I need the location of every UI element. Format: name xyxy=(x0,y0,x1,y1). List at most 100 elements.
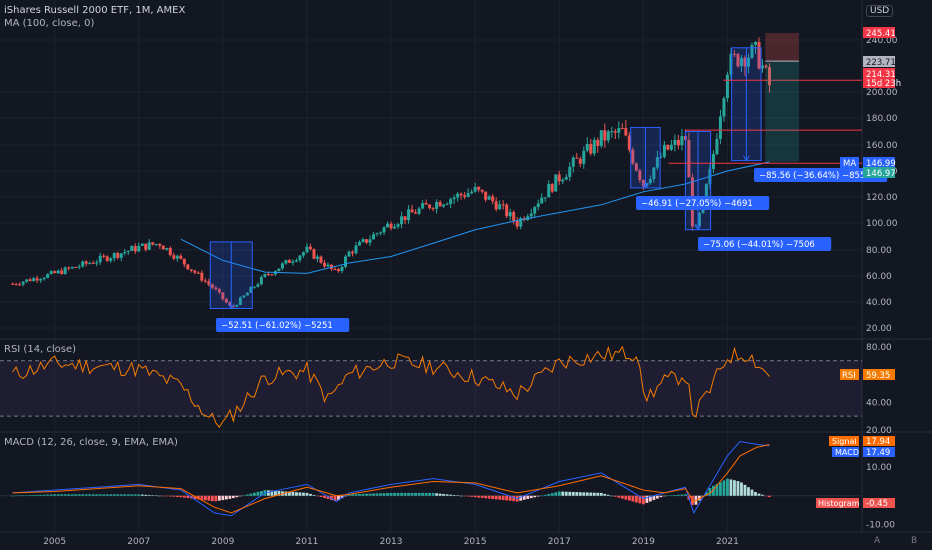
candle-body xyxy=(196,272,200,274)
candle-body xyxy=(764,65,768,68)
candle-body xyxy=(431,208,435,210)
macd-histogram-bar xyxy=(540,495,544,497)
candle-body xyxy=(725,74,729,99)
currency-button[interactable]: USD xyxy=(866,5,894,17)
candle-body xyxy=(365,239,369,243)
macd-histogram-bar xyxy=(354,494,358,496)
candle-body xyxy=(224,299,228,303)
macd-histogram-bar xyxy=(554,492,558,496)
candle-body xyxy=(655,157,659,168)
macd-histogram-bar xyxy=(747,487,750,496)
candle-body xyxy=(172,255,176,259)
ma-tag xyxy=(840,157,859,168)
candle-body xyxy=(361,239,365,242)
candle-body xyxy=(473,186,477,192)
rsi-panel-label[interactable]: RSI (14, close) xyxy=(4,344,77,355)
macd-panel-label[interactable]: MACD (12, 26, close, 9, EMA, EMA) xyxy=(4,437,178,448)
macd-histogram-bar xyxy=(358,493,361,496)
time-axis-tick: 2017 xyxy=(548,537,571,547)
candle-body xyxy=(585,143,589,151)
candle-body xyxy=(428,204,432,209)
candle-body xyxy=(638,170,642,181)
macd-histogram-bar xyxy=(662,495,666,497)
log-scale-button[interactable]: B xyxy=(911,536,918,546)
macd-histogram-bar xyxy=(582,492,586,496)
macd-histogram-bar xyxy=(95,494,99,496)
candle-body xyxy=(470,191,474,194)
macd-histogram-bar xyxy=(67,494,71,496)
macd-histogram-bar xyxy=(256,491,260,496)
macd-histogram-bar xyxy=(449,494,453,496)
macd-histogram-bar xyxy=(393,492,396,496)
macd-histogram-bar xyxy=(421,492,424,496)
macd-histogram-bar xyxy=(512,495,516,502)
candle-body xyxy=(407,209,411,221)
candle-body xyxy=(249,287,253,293)
macd-histogram-bar xyxy=(260,490,263,496)
candle-body xyxy=(631,149,635,164)
candle-body xyxy=(18,284,22,286)
macd-histogram-bar xyxy=(754,491,757,496)
macd-histogram-bar xyxy=(133,494,137,496)
measurement-label-bg xyxy=(636,196,770,210)
candle-body xyxy=(603,130,607,141)
price-axis-tick: 80.00 xyxy=(866,246,892,256)
macd-histogram-bar xyxy=(526,495,530,499)
macd-histogram-bar xyxy=(140,494,144,496)
macd-histogram-bar xyxy=(330,495,333,501)
price-axis-tick: 100.00 xyxy=(866,219,898,229)
candle-body xyxy=(11,283,15,285)
candle-body xyxy=(39,279,43,281)
candle-body xyxy=(491,196,495,202)
macd-histogram-bar xyxy=(196,495,200,500)
macd-histogram-bar xyxy=(274,490,277,496)
candle-body xyxy=(347,251,351,257)
candle-body xyxy=(151,242,155,245)
macd-histogram-bar xyxy=(126,494,130,496)
candle-body xyxy=(242,295,246,298)
symbol-title[interactable]: iShares Russell 2000 ETF, 1M, AMEX xyxy=(4,5,186,16)
macd-histogram-bar xyxy=(112,494,116,496)
macd-histogram-bar xyxy=(200,495,204,500)
macd-histogram-bar xyxy=(599,492,603,496)
candle-body xyxy=(540,197,544,204)
macd-histogram-bar xyxy=(442,493,446,496)
macd-histogram-bar xyxy=(729,479,733,496)
candle-body xyxy=(60,270,64,275)
macd-histogram-bar xyxy=(592,492,596,496)
candle-body xyxy=(287,260,291,263)
candle-body xyxy=(368,239,372,243)
candle-body xyxy=(182,258,186,265)
macd-histogram-bar xyxy=(470,495,474,497)
macd-histogram-bar xyxy=(217,495,221,501)
price-badge xyxy=(863,68,895,79)
time-axis-tick: 2019 xyxy=(632,537,655,547)
candle-body xyxy=(557,174,561,182)
candle-body xyxy=(463,195,467,197)
auto-scale-button[interactable]: A xyxy=(874,536,881,546)
candle-body xyxy=(662,144,666,157)
macd-histogram-bar xyxy=(210,495,214,502)
candle-body xyxy=(354,245,358,254)
position-target-zone xyxy=(765,61,799,162)
macd-histogram-bar xyxy=(18,495,22,497)
ma-indicator-label[interactable]: MA (100, close, 0) xyxy=(4,18,95,29)
candle-body xyxy=(554,174,558,192)
candle-body xyxy=(452,197,456,200)
candle-body xyxy=(102,255,106,257)
macd-histogram-bar xyxy=(242,495,246,496)
candle-body xyxy=(561,179,565,182)
macd-histogram-bar xyxy=(627,495,631,501)
macd-histogram-bar xyxy=(659,495,663,498)
macd-histogram-bar xyxy=(641,495,645,505)
macd-histogram-bar xyxy=(708,488,712,496)
candle-body xyxy=(477,186,481,190)
measurement-label-bg xyxy=(754,168,888,182)
macd-line xyxy=(12,441,770,517)
candle-body xyxy=(669,144,673,150)
macd-histogram-bar xyxy=(326,495,330,500)
price-badge xyxy=(863,157,895,168)
range-arrow-head xyxy=(694,224,702,231)
macd-histogram-bar xyxy=(368,493,372,496)
